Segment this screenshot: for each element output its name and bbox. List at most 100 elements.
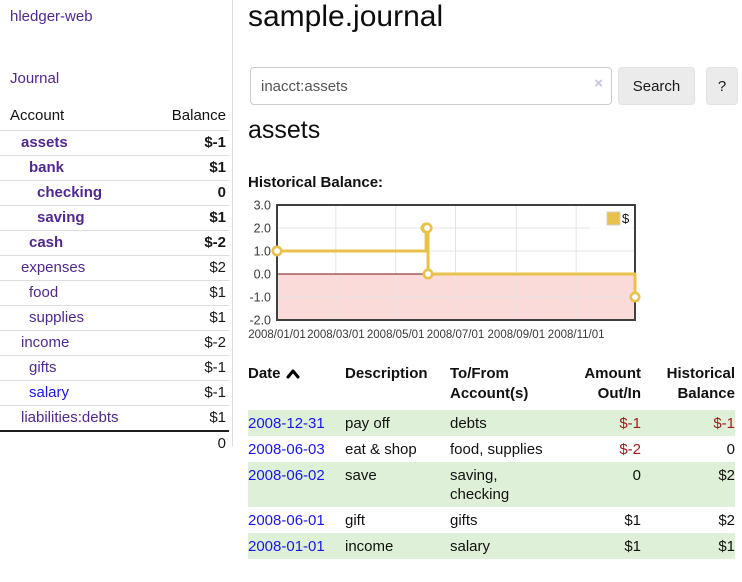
y-axis-tick: 0.0 [254,268,271,282]
transaction-description: eat & shop [345,441,417,458]
transaction-amount: $1 [624,538,641,555]
transaction-description: save [345,467,377,484]
accounts-total-row: 0 [0,431,229,456]
account-balance: $1 [209,309,226,326]
chart-heading: Historical Balance: [248,174,384,191]
sidebar-account-row: expenses $2 [0,255,229,281]
sidebar-account-link[interactable]: supplies [29,309,85,326]
transaction-description: gift [345,512,366,529]
register-col-to-from-account-s-: To/From Account(s) [450,365,529,402]
sidebar: hledger-web Journal Account Balance asse… [0,0,233,452]
account-page-title: assets [248,116,321,144]
transaction-accounts: gifts [450,512,478,529]
register-row: 2008-06-02 save saving, checking 0 $2 [248,462,735,507]
register-col-description: Description [345,365,428,382]
sidebar-account-link[interactable]: checking [37,184,103,201]
sidebar-account-link[interactable]: gifts [29,359,57,376]
transaction-date-link[interactable]: 2008-06-03 [248,441,325,458]
account-balance: $1 [209,409,226,426]
sidebar-item-journal[interactable]: Journal [10,70,60,87]
transaction-amount: 0 [632,467,641,484]
register-col-amount-out-in: Amount Out/In [584,365,641,402]
transaction-date-link[interactable]: 2008-12-31 [248,415,325,432]
transaction-date-link[interactable]: 2008-06-02 [248,467,325,484]
sidebar-account-row: salary $-1 [0,380,229,406]
sidebar-account-link[interactable]: income [21,334,70,351]
data-point-marker [271,245,283,257]
sidebar-account-link[interactable]: assets [21,134,68,151]
transaction-balance: $2 [718,467,735,484]
account-balance: $1 [209,209,226,226]
account-balance: $1 [209,284,226,301]
y-axis-tick: 1.0 [254,245,271,259]
chart-frame [276,204,636,321]
register-row: 2008-01-01 income salary $1 $1 [248,533,735,559]
transaction-accounts: salary [450,538,491,555]
register-table: Date Description To/From Account(s) Amount … [248,360,735,559]
y-axis-tick: 2.0 [254,222,271,236]
sidebar-account-link[interactable]: salary [29,384,70,401]
y-axis-tick: -1.0 [249,291,271,305]
account-balance: $2 [209,259,226,276]
app-brand-link[interactable]: hledger-web [10,8,93,25]
account-balance: $-2 [204,334,226,351]
transaction-accounts: debts [450,415,487,432]
search-input[interactable] [250,67,612,105]
transaction-accounts: food, supplies [450,441,543,458]
transaction-amount: $-1 [619,415,641,432]
sidebar-account-link[interactable]: liabilities:debts [21,409,119,426]
accounts-header-account: Account [10,107,65,124]
sidebar-account-link[interactable]: expenses [21,259,86,276]
register-col-date[interactable]: Date [248,360,345,410]
transaction-date-link[interactable]: 2008-01-01 [248,538,325,555]
sidebar-account-link[interactable]: saving [37,209,85,226]
legend-label: $ [622,211,630,226]
main-content: sample.journal × Search ? assets Histori… [248,0,742,582]
search-bar: × Search ? [250,67,738,105]
transaction-balance: $2 [718,512,735,529]
historical-balance-chart: $3.0 2.0 1.0 0.0 -1.0 -2.0 2008/01/01 2008/03/0… [245,195,645,352]
account-balance: $-1 [204,384,226,401]
transaction-date-link[interactable]: 2008-06-01 [248,512,325,529]
help-button[interactable]: ? [706,67,738,105]
transaction-balance: $-1 [713,415,735,432]
account-balance: 0 [217,184,226,201]
transaction-balance: $1 [718,538,735,555]
x-axis-tick: 2008/09/01 [488,329,546,341]
data-point-marker [422,268,434,280]
sidebar-account-row: cash $-2 [0,230,229,256]
sidebar-account-row: supplies $1 [0,305,229,331]
account-balance: $-1 [204,134,226,151]
sidebar-account-row: bank $1 [0,155,229,181]
transaction-description: pay off [345,415,390,432]
sidebar-account-row: liabilities:debts $1 [0,405,229,432]
x-axis-tick: 2008/07/01 [427,329,485,341]
sidebar-account-link[interactable]: bank [29,159,65,176]
transaction-amount: $-2 [619,441,641,458]
clear-search-icon[interactable]: × [594,75,603,92]
sidebar-account-row: income $-2 [0,330,229,356]
accounts-table-header: Account Balance [0,104,229,131]
sidebar-total-balance: 0 [217,435,226,452]
transaction-balance: 0 [726,441,735,458]
x-axis-tick: 2008/01/01 [248,329,306,341]
account-balance: $-2 [204,234,226,251]
register-header-row: Date Description To/From Account(s) Amount … [248,360,735,410]
register-row: 2008-12-31 pay off debts $-1 $-1 [248,410,735,436]
account-balance: $1 [209,159,226,176]
sidebar-account-row: food $1 [0,280,229,306]
sidebar-account-row: saving $1 [0,205,229,231]
register-row: 2008-06-01 gift gifts $1 $2 [248,507,735,533]
sidebar-account-row: checking 0 [0,180,229,206]
data-point-marker [421,222,433,234]
register-col-historical-balance: Historical Balance [666,365,735,402]
transaction-amount: $1 [624,512,641,529]
transaction-description: income [345,538,394,555]
data-point-marker [629,291,641,303]
sidebar-account-row: gifts $-1 [0,355,229,381]
sidebar-account-link[interactable]: cash [29,234,64,251]
legend-swatch [606,211,621,226]
sidebar-account-link[interactable]: food [29,284,59,301]
search-button[interactable]: Search [618,67,695,105]
page-title: sample.journal [248,0,444,33]
